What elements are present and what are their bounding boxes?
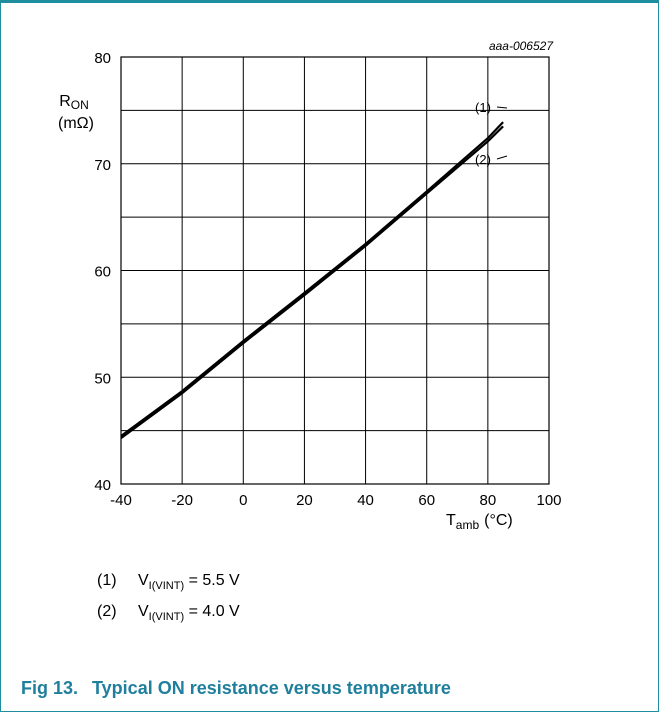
- series-label-leader-1: [496, 106, 508, 109]
- series-label-leader-2: [496, 155, 508, 160]
- y-tick-label: 70: [94, 157, 111, 174]
- y-axis-symbol: R: [59, 93, 71, 110]
- chart-series: [120, 121, 504, 439]
- series-line-1: [120, 121, 504, 437]
- x-tick-label: 20: [296, 492, 313, 509]
- x-tick-label: 100: [536, 492, 561, 509]
- x-tick-label: -40: [110, 492, 132, 509]
- y-axis-label: RON: [59, 93, 89, 112]
- x-tick-label: -20: [171, 492, 193, 509]
- legend-note-1-subscript: I(VINT): [148, 580, 185, 592]
- y-axis-unit: (mΩ): [58, 115, 94, 132]
- y-tick-label: 80: [94, 50, 111, 67]
- legend-note-2: (2) VI(VINT) = 4.0 V: [97, 603, 240, 623]
- x-tick-label: 60: [418, 492, 435, 509]
- figure-top-rule: [0, 0, 659, 3]
- y-tick-label: 40: [94, 477, 111, 494]
- legend-note-1-symbol: V: [138, 572, 149, 589]
- figure-id: aaa-006527: [489, 39, 554, 53]
- y-tick-label: 50: [94, 370, 111, 387]
- legend-note-2-subscript: I(VINT): [148, 611, 185, 623]
- y-tick-label: 60: [94, 264, 111, 281]
- legend-note-2-symbol: V: [138, 603, 149, 620]
- x-axis-symbol: T: [446, 512, 456, 529]
- legend-note-1-number: (1): [97, 572, 117, 589]
- series-labels: (1) (2): [475, 100, 508, 167]
- x-axis-label: Tamb (°C): [446, 512, 513, 532]
- legend-note-1-value: = 5.5 V: [188, 572, 240, 589]
- caption-label: Fig 13.: [21, 678, 79, 698]
- series-line-2: [120, 125, 504, 439]
- legend-note-2-number: (2): [97, 603, 117, 620]
- series-label-2: (2): [475, 152, 491, 167]
- legend-note-2-value: = 4.0 V: [188, 603, 240, 620]
- caption-text: Typical ON resistance versus temperature: [92, 678, 451, 698]
- x-tick-label: 40: [357, 492, 374, 509]
- x-axis-subscript: amb: [456, 518, 480, 532]
- y-tick-labels: 40 50 60 70 80: [94, 50, 111, 494]
- figure-caption: Fig 13. Typical ON resistance versus temp…: [21, 678, 451, 699]
- series-label-1: (1): [475, 100, 491, 115]
- x-axis-unit: (°C): [484, 512, 513, 529]
- chart-grid: [120, 56, 550, 485]
- x-tick-label: 0: [239, 492, 247, 509]
- y-axis-subscript: ON: [71, 98, 89, 112]
- plot-border: [120, 56, 550, 485]
- x-tick-labels: -40 -20 0 20 40 60 80 100: [110, 492, 561, 509]
- legend-note-1: (1) VI(VINT) = 5.5 V: [97, 572, 240, 592]
- x-tick-label: 80: [480, 492, 497, 509]
